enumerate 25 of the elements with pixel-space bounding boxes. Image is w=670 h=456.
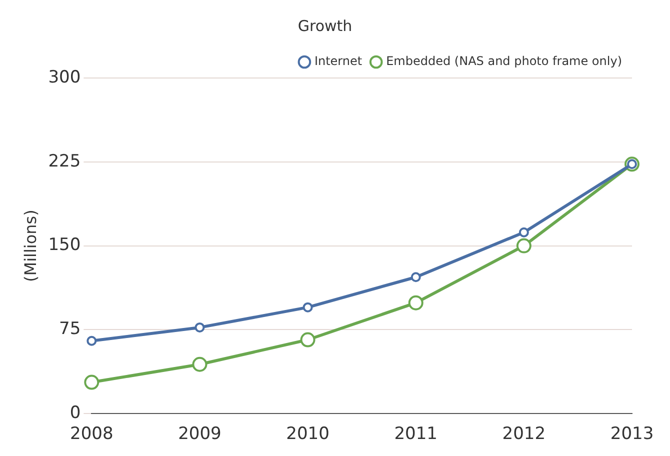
point [86, 336, 97, 346]
point [518, 227, 529, 238]
x-tick-label: 2009 [178, 424, 222, 444]
legend-label: Embedded (NAS and photo frame only) [386, 54, 622, 68]
point [410, 272, 421, 282]
point [302, 302, 313, 312]
chart-title: Growth [298, 16, 352, 35]
y-tick-label: 300 [48, 67, 81, 88]
legend-label: Internet [314, 54, 362, 68]
point [516, 238, 532, 254]
x-tick-label: 2013 [610, 424, 654, 444]
point [192, 356, 208, 372]
y-tick-label: 0 [70, 403, 81, 424]
x-tick-label: 2008 [70, 424, 114, 444]
x-tick-label: 2010 [286, 424, 330, 444]
y-tick-label: 225 [48, 151, 81, 172]
y-tick-label: 75 [59, 319, 81, 340]
point [408, 295, 424, 310]
point [84, 374, 100, 390]
x-tick-label: 2012 [502, 424, 546, 444]
point [300, 332, 316, 348]
point [194, 322, 205, 332]
y-axis-title: (Millions) [20, 210, 40, 282]
y-tick-label: 150 [48, 235, 81, 256]
x-tick-label: 2011 [394, 424, 438, 444]
